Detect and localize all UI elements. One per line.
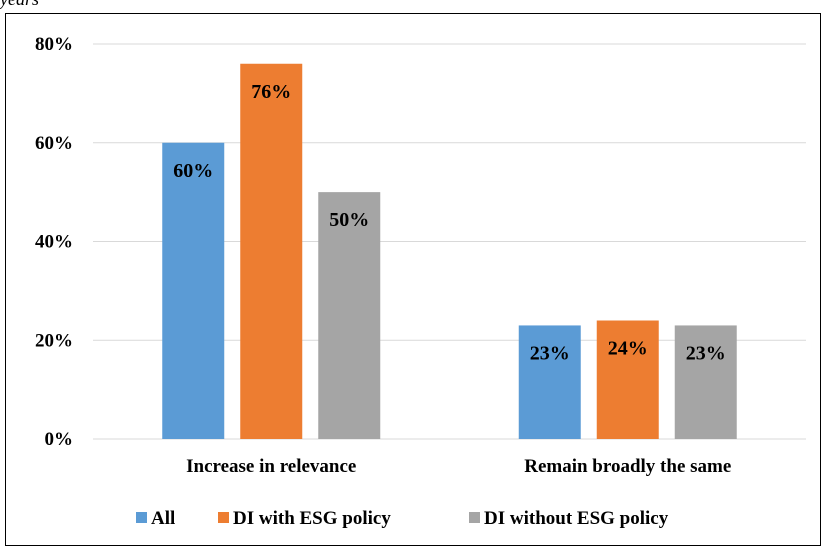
y-tick-label-40: 40% [35,232,73,253]
legend-swatch-all [136,512,147,523]
bar-with_esg-0 [240,63,303,439]
data-label-without_esg-0: 50% [329,209,369,231]
legend-swatch-without_esg [469,512,480,523]
legend: All DI with ESG policy DI without ESG poli… [136,508,669,529]
bar-without_esg-0 [318,192,381,439]
legend-label-without_esg: DI without ESG policy [484,508,669,529]
bar-all-0 [162,142,225,439]
chart-frame [5,13,821,546]
bar-without_esg-1 [674,325,737,439]
legend-label-all: All [151,508,175,529]
data-label-with_esg-1: 24% [608,338,648,360]
y-tick-label-80: 80% [35,34,73,55]
legend-swatch-with_esg [218,512,229,523]
legend-label-with_esg: DI with ESG policy [233,508,391,529]
category-label-0: Increase in relevance [186,456,356,477]
category-labels: Increase in relevance Remain broadly the … [186,456,731,477]
bar-with_esg-1 [596,320,659,439]
data-label-all-1: 23% [530,342,570,364]
category-label-1: Remain broadly the same [524,456,731,477]
y-tick-label-20: 20% [35,330,73,351]
y-axis-ticks: 0% 20% 40% 60% 80% [35,34,73,450]
y-tick-label-0: 0% [45,429,74,450]
data-label-all-0: 60% [173,160,213,182]
data-label-without_esg-1: 23% [686,342,726,364]
bars [162,63,737,439]
caption-fragment: years [0,0,39,10]
data-label-with_esg-0: 76% [251,81,291,103]
y-tick-label-60: 60% [35,133,73,154]
data-labels: 60% 76% 50% 23% 24% 23% [173,81,726,365]
bar-all-1 [518,325,581,439]
